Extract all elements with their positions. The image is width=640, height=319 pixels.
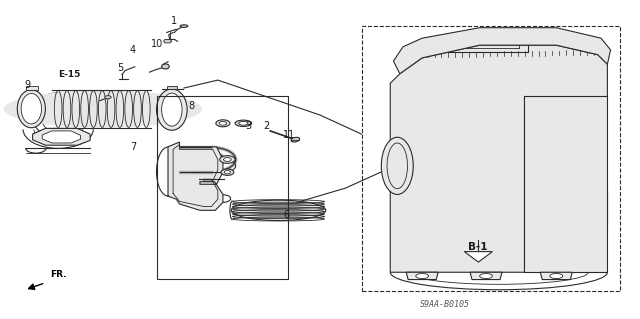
Text: 3: 3 <box>245 121 252 131</box>
Ellipse shape <box>550 273 563 278</box>
Ellipse shape <box>4 90 202 128</box>
Ellipse shape <box>479 273 492 278</box>
Polygon shape <box>164 40 172 43</box>
Text: 11: 11 <box>284 130 296 140</box>
Text: 2: 2 <box>263 121 269 131</box>
Polygon shape <box>42 131 81 143</box>
Text: 8: 8 <box>188 101 194 111</box>
Ellipse shape <box>232 201 324 220</box>
Text: 9: 9 <box>24 80 31 90</box>
Polygon shape <box>168 142 223 210</box>
Ellipse shape <box>235 120 252 126</box>
Text: 1: 1 <box>172 16 177 26</box>
Text: 5: 5 <box>118 63 124 73</box>
Polygon shape <box>540 272 572 279</box>
Ellipse shape <box>157 89 187 130</box>
Bar <box>167 86 177 89</box>
Text: 6: 6 <box>284 210 290 220</box>
Ellipse shape <box>180 25 188 27</box>
Text: 4: 4 <box>130 45 136 55</box>
Polygon shape <box>556 191 607 229</box>
Polygon shape <box>470 272 502 279</box>
Text: E-15: E-15 <box>58 70 81 79</box>
Ellipse shape <box>219 122 227 125</box>
Text: 7: 7 <box>131 142 137 152</box>
Polygon shape <box>33 128 90 145</box>
Ellipse shape <box>162 93 182 126</box>
Polygon shape <box>390 45 607 272</box>
Polygon shape <box>465 252 492 262</box>
Ellipse shape <box>162 64 170 69</box>
Ellipse shape <box>221 169 234 175</box>
Text: B-1: B-1 <box>468 242 488 252</box>
Bar <box>362 26 620 291</box>
Polygon shape <box>406 272 438 279</box>
Ellipse shape <box>224 171 230 174</box>
Ellipse shape <box>239 122 248 125</box>
Ellipse shape <box>223 158 231 161</box>
Text: S9AA-B0105: S9AA-B0105 <box>420 300 470 308</box>
Bar <box>157 96 288 278</box>
Polygon shape <box>394 28 611 74</box>
Ellipse shape <box>291 137 300 142</box>
Ellipse shape <box>220 156 235 163</box>
Ellipse shape <box>216 120 230 127</box>
Text: FR.: FR. <box>51 270 67 279</box>
Text: 10: 10 <box>151 39 163 48</box>
Ellipse shape <box>17 90 45 128</box>
Ellipse shape <box>105 96 111 99</box>
Bar <box>26 86 38 90</box>
Polygon shape <box>524 96 607 272</box>
Ellipse shape <box>381 137 413 195</box>
Ellipse shape <box>387 143 408 189</box>
Ellipse shape <box>416 273 429 278</box>
Ellipse shape <box>21 93 42 124</box>
